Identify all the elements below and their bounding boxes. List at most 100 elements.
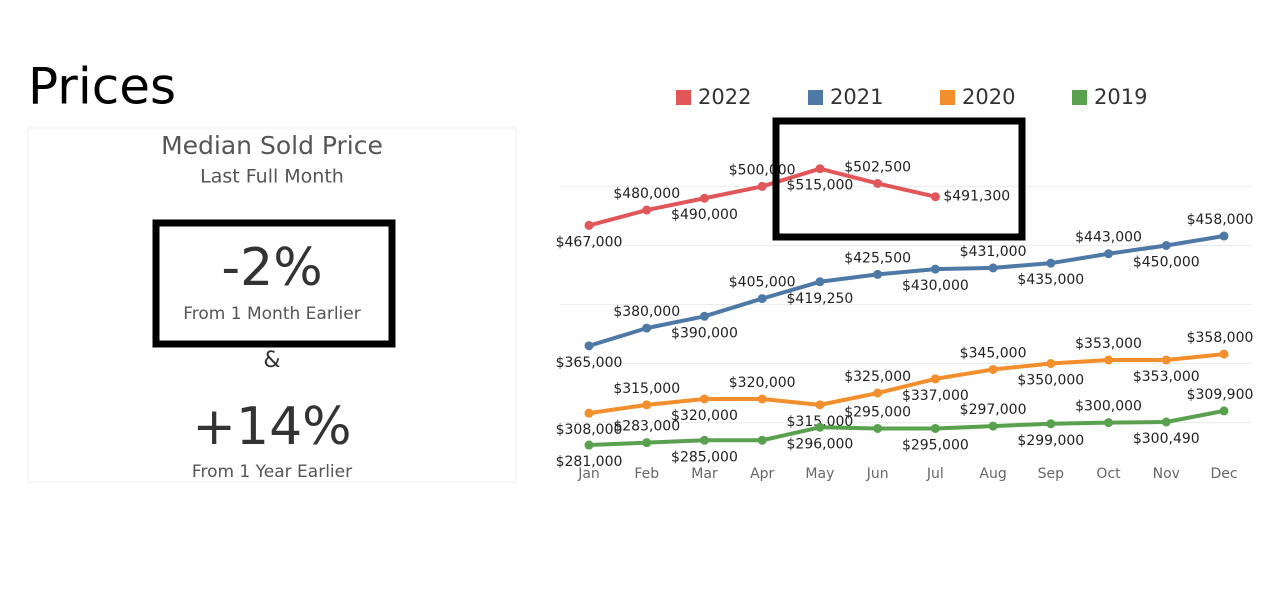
kpi-month-change: -2%	[221, 238, 322, 298]
data-label: $435,000	[1017, 272, 1084, 288]
data-point	[1104, 355, 1114, 365]
x-tick-label: Jun	[866, 466, 889, 482]
kpi-year-change: +14%	[192, 397, 351, 457]
data-point	[699, 311, 709, 321]
data-point	[873, 423, 883, 433]
data-point	[988, 421, 998, 431]
kpi-month-caption: From 1 Month Earlier	[183, 304, 360, 324]
kpi-year-caption: From 1 Year Earlier	[192, 462, 352, 482]
x-tick-label: Jan	[577, 466, 600, 482]
legend-swatch	[1072, 90, 1087, 105]
data-point	[757, 294, 767, 304]
legend-label: 2022	[698, 85, 751, 109]
data-label: $309,900	[1187, 387, 1254, 403]
data-label: $358,000	[1187, 330, 1254, 346]
data-label: $419,250	[787, 291, 854, 307]
data-point	[757, 394, 767, 404]
data-point	[1219, 406, 1229, 416]
data-label: $281,000	[556, 454, 623, 470]
kpi-panel	[27, 127, 517, 483]
data-point	[1104, 249, 1114, 259]
data-label: $500,000	[729, 162, 796, 178]
data-point	[1161, 417, 1171, 427]
data-point	[930, 423, 940, 433]
kpi-subheading: Last Full Month	[200, 166, 344, 188]
data-label: $308,000	[556, 422, 623, 438]
data-point	[988, 364, 998, 374]
data-point	[815, 277, 825, 287]
legend-swatch	[808, 90, 823, 105]
kpi-joiner: &	[263, 348, 280, 373]
data-point	[584, 440, 594, 450]
data-label: $443,000	[1075, 230, 1142, 246]
data-point	[873, 388, 883, 398]
x-tick-label: Nov	[1153, 466, 1180, 482]
x-tick-label: Dec	[1210, 466, 1237, 482]
data-label: $515,000	[787, 178, 854, 194]
data-label: $480,000	[613, 186, 680, 202]
data-label: $297,000	[960, 402, 1027, 418]
data-label: $405,000	[729, 275, 796, 291]
data-point	[930, 192, 940, 202]
data-label: $431,000	[960, 244, 1027, 260]
x-tick-label: Aug	[979, 466, 1006, 482]
data-label: $325,000	[844, 369, 911, 385]
series-line	[588, 408, 1225, 448]
data-label: $350,000	[1017, 373, 1084, 389]
data-label: $502,500	[844, 159, 911, 175]
x-tick-label: Oct	[1096, 466, 1121, 482]
data-label: $353,000	[1133, 369, 1200, 385]
data-point	[873, 269, 883, 279]
data-point	[930, 264, 940, 274]
legend-swatch	[940, 90, 955, 105]
data-point	[1219, 349, 1229, 359]
data-point	[988, 263, 998, 273]
data-label: $365,000	[556, 355, 623, 371]
data-point	[757, 435, 767, 445]
data-point	[699, 394, 709, 404]
data-label: $296,000	[787, 436, 854, 452]
data-point	[1161, 240, 1171, 250]
data-label: $300,490	[1133, 431, 1200, 447]
data-point	[1219, 231, 1229, 241]
data-point	[873, 178, 883, 188]
data-label: $299,000	[1017, 433, 1084, 449]
data-label: $320,000	[729, 375, 796, 391]
data-label: $285,000	[671, 449, 738, 465]
highlight-box	[772, 117, 1026, 241]
data-point	[1046, 258, 1056, 268]
data-label: $380,000	[613, 304, 680, 320]
x-tick-label: Jul	[926, 466, 944, 482]
x-tick-label: Apr	[750, 466, 774, 482]
data-label: $337,000	[902, 388, 969, 404]
data-point	[930, 374, 940, 384]
line-chart: Jan Feb Mar Apr May Jun Jul Aug Sep Oct Nov Dec 2022…	[556, 85, 1254, 482]
data-label: $315,000	[613, 381, 680, 397]
data-label: $320,000	[671, 408, 738, 424]
data-label: $467,000	[556, 234, 623, 250]
data-point	[642, 323, 652, 333]
data-label: $458,000	[1187, 212, 1254, 228]
data-point	[584, 220, 594, 230]
data-label: $283,000	[613, 419, 680, 435]
data-point	[815, 164, 825, 174]
data-point	[642, 205, 652, 215]
data-point	[699, 435, 709, 445]
data-label: $430,000	[902, 278, 969, 294]
data-label: $490,000	[671, 207, 738, 223]
legend-swatch	[676, 90, 691, 105]
x-tick-label: Mar	[691, 466, 718, 482]
data-label: $295,000	[844, 404, 911, 420]
legend-label: 2019	[1094, 85, 1147, 109]
highlight-box	[152, 219, 396, 348]
series-line	[588, 352, 1225, 416]
page-title: Prices	[28, 58, 176, 116]
data-label: $300,000	[1075, 399, 1142, 415]
data-point	[584, 408, 594, 418]
data-label: $390,000	[671, 325, 738, 341]
data-point	[757, 181, 767, 191]
data-label: $295,000	[902, 437, 969, 453]
data-point	[642, 438, 652, 448]
